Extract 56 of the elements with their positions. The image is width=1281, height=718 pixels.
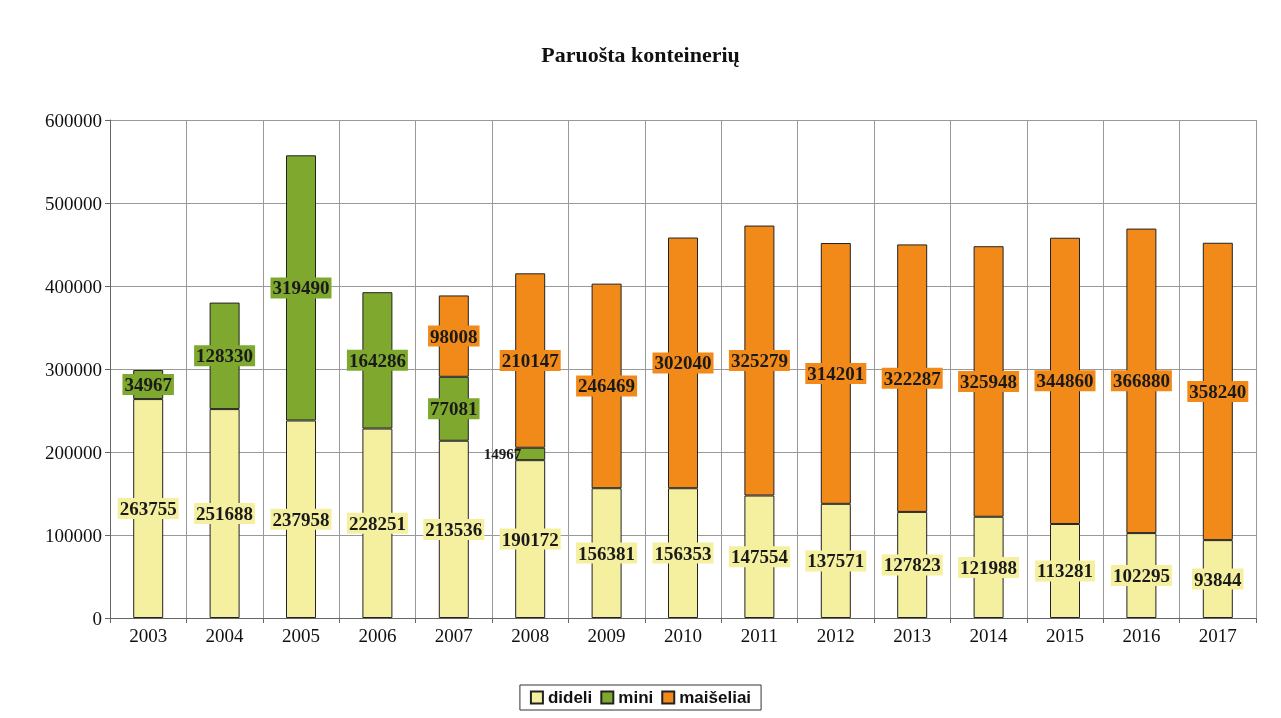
data-label: 128330 [196, 345, 254, 367]
x-tick-label: 2007 [434, 625, 473, 646]
data-label: 358240 [1189, 380, 1247, 402]
x-tick-label: 2004 [205, 625, 245, 646]
data-label: 325948 [960, 370, 1018, 392]
legend-label: mini [618, 688, 654, 707]
x-tick-label: 2017 [1198, 625, 1237, 646]
x-tick-label: 2005 [282, 625, 320, 646]
data-label: 302040 [654, 352, 712, 374]
data-label: 319490 [272, 277, 330, 299]
data-label: 102295 [1112, 565, 1170, 587]
y-tick-label: 600000 [45, 109, 102, 131]
y-tick-label: 400000 [45, 275, 102, 297]
legend-label: dideli [547, 688, 593, 707]
x-tick-label: 2014 [969, 625, 1009, 646]
x-tick-label: 2011 [740, 625, 779, 646]
data-label: 156353 [654, 542, 712, 564]
data-label: 210147 [501, 350, 560, 372]
data-label: 98008 [430, 325, 478, 347]
y-tick-label: 200000 [45, 441, 102, 463]
data-label: 147554 [730, 546, 789, 568]
data-label: 344860 [1036, 370, 1094, 392]
x-tick-label: 2006 [358, 625, 397, 646]
x-tick-label: 2016 [1122, 625, 1161, 646]
y-tick-label: 100000 [45, 524, 102, 546]
data-label: 93844 [1194, 568, 1243, 590]
data-label: 251688 [196, 503, 254, 525]
x-tick-label: 2003 [129, 625, 168, 646]
data-label: 77081 [430, 398, 478, 420]
data-label: 164286 [348, 349, 406, 371]
data-label: 237958 [272, 508, 330, 530]
x-tick-label: 2012 [816, 625, 855, 646]
data-label: 314201 [807, 362, 865, 384]
data-label: 121988 [960, 556, 1018, 578]
data-label: 156381 [578, 542, 636, 564]
data-label: 366880 [1112, 370, 1170, 392]
x-tick-label: 2010 [664, 625, 702, 646]
y-tick-label: 300000 [45, 358, 102, 380]
data-label: 137571 [807, 550, 865, 572]
data-label: 322287 [883, 367, 942, 389]
y-tick-label: 500000 [45, 192, 102, 214]
x-tick-label: 2013 [893, 625, 932, 646]
x-tick-label: 2008 [511, 625, 550, 646]
data-label: 325279 [730, 350, 788, 372]
y-tick-label: 0 [92, 607, 102, 629]
data-label: 127823 [883, 554, 941, 576]
x-tick-label: 2009 [587, 625, 626, 646]
data-label: 213536 [425, 518, 483, 540]
data-label: 113281 [1037, 560, 1093, 582]
chart-title: Paruošta konteinerių [541, 41, 740, 67]
data-label: 228251 [348, 512, 406, 534]
x-tick-label: 2015 [1046, 625, 1084, 646]
data-label: 263755 [119, 498, 177, 520]
data-label: 190172 [501, 528, 559, 550]
data-label: 246469 [578, 375, 636, 397]
legend-label: maišeliai [679, 688, 752, 707]
